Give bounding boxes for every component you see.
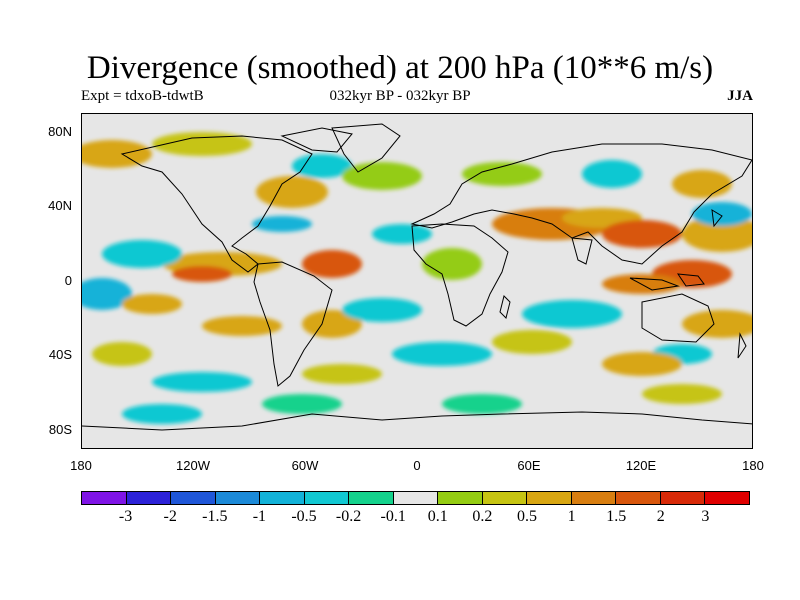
lat-label-80s: 80S bbox=[48, 422, 72, 437]
divergence-blob bbox=[202, 316, 282, 336]
divergence-blob bbox=[122, 294, 182, 314]
divergence-contours bbox=[82, 132, 752, 424]
chart-title: Divergence (smoothed) at 200 hPa (10**6 … bbox=[86, 50, 714, 86]
lat-label-0: 0 bbox=[64, 273, 72, 288]
divergence-blob bbox=[392, 342, 492, 366]
lon-label-60e: 60E bbox=[517, 458, 541, 473]
divergence-blob bbox=[152, 372, 252, 392]
divergence-map bbox=[81, 113, 753, 449]
lon-label-180e: 180 bbox=[742, 458, 764, 473]
divergence-blob bbox=[682, 216, 752, 252]
colorbar-label: -2 bbox=[163, 508, 177, 525]
divergence-blob bbox=[102, 240, 182, 268]
divergence-blob bbox=[342, 298, 422, 322]
divergence-blob bbox=[682, 310, 752, 338]
divergence-blob bbox=[82, 140, 152, 168]
season-label: JJA bbox=[727, 88, 753, 104]
divergence-blob bbox=[422, 248, 482, 280]
divergence-blob bbox=[492, 330, 572, 354]
divergence-blob bbox=[442, 394, 522, 414]
lon-label-60w: 60W bbox=[291, 458, 319, 473]
colorbar-swatch bbox=[527, 492, 572, 504]
divergence-blob bbox=[92, 342, 152, 366]
divergence-blob bbox=[372, 224, 432, 244]
experiment-label: Expt = tdxoB-tdwtB bbox=[81, 88, 204, 104]
divergence-blob bbox=[342, 162, 422, 190]
divergence-blob bbox=[82, 278, 132, 310]
colorbar-swatch bbox=[616, 492, 661, 504]
divergence-blob bbox=[692, 202, 752, 226]
colorbar-swatch bbox=[482, 492, 528, 504]
divergence-blob bbox=[642, 384, 722, 404]
time-range-label: 032kyr BP - 032kyr BP bbox=[329, 88, 471, 104]
colorbar-label: 2 bbox=[656, 508, 665, 525]
colorbar-swatch bbox=[438, 492, 483, 504]
divergence-blob bbox=[582, 160, 642, 188]
colorbar-swatch bbox=[349, 492, 394, 504]
colorbar-swatch bbox=[215, 492, 261, 504]
lat-label-40n: 40N bbox=[48, 198, 72, 213]
lon-label-120e: 120E bbox=[625, 458, 657, 473]
lon-label-180w: 180 bbox=[70, 458, 92, 473]
colorbar-swatch bbox=[304, 492, 350, 504]
lon-label-0: 0 bbox=[413, 458, 421, 473]
colorbar-label: -1.5 bbox=[202, 508, 228, 525]
divergence-blob bbox=[292, 154, 352, 178]
coastlines bbox=[82, 123, 752, 431]
divergence-blob bbox=[152, 132, 252, 156]
divergence-blob bbox=[122, 404, 202, 424]
divergence-blob bbox=[172, 266, 232, 282]
divergence-blob bbox=[262, 394, 342, 414]
colorbar-label: 1 bbox=[567, 508, 576, 525]
colorbar-label: 0.1 bbox=[427, 508, 448, 525]
colorbar-swatch bbox=[660, 492, 706, 504]
divergence-blob bbox=[602, 220, 682, 248]
colorbar-label: -0.2 bbox=[335, 508, 362, 525]
colorbar-label: -0.5 bbox=[291, 508, 317, 525]
lon-label-120w: 120W bbox=[176, 458, 210, 473]
map-canvas bbox=[82, 123, 752, 431]
lat-label-40s: 40S bbox=[48, 347, 72, 362]
divergence-blob bbox=[602, 352, 682, 376]
colorbar-label: 1.5 bbox=[606, 508, 627, 525]
colorbar-swatch bbox=[171, 492, 216, 504]
colorbar-swatch bbox=[393, 492, 439, 504]
colorbar-label: -1 bbox=[252, 508, 267, 525]
colorbar bbox=[81, 491, 750, 505]
colorbar-swatch bbox=[126, 492, 172, 504]
divergence-blob bbox=[256, 176, 328, 208]
divergence-blob bbox=[672, 170, 732, 198]
colorbar-swatch bbox=[705, 492, 749, 504]
divergence-blob bbox=[252, 216, 312, 232]
colorbar-label: -0.1 bbox=[380, 508, 406, 525]
divergence-blob bbox=[302, 250, 362, 278]
divergence-blob bbox=[462, 162, 542, 186]
colorbar-label: 0.2 bbox=[472, 508, 493, 525]
colorbar-label: 3 bbox=[701, 508, 710, 525]
divergence-blob bbox=[302, 364, 382, 384]
colorbar-label: -3 bbox=[118, 508, 133, 525]
colorbar-swatch bbox=[260, 492, 305, 504]
colorbar-swatch bbox=[82, 492, 127, 504]
lat-label-80n: 80N bbox=[48, 124, 72, 139]
colorbar-label: 0.5 bbox=[517, 508, 537, 525]
colorbar-swatch bbox=[571, 492, 617, 504]
divergence-blob bbox=[522, 300, 622, 328]
